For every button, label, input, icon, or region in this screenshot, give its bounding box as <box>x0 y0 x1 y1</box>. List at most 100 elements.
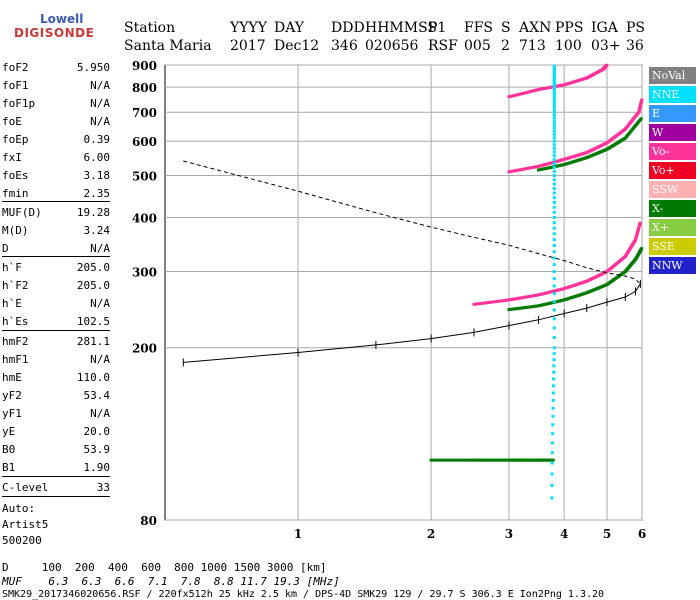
param-value: 53.4 <box>83 389 111 402</box>
legend-label: Vo- <box>652 145 670 158</box>
data-point <box>470 458 474 462</box>
data-point <box>552 200 556 204</box>
data-point <box>535 165 539 169</box>
param-row: h`F2 205.0 <box>2 279 110 293</box>
param-row: yF1 N/A <box>2 407 110 421</box>
data-point <box>503 298 507 302</box>
data-point <box>552 157 556 161</box>
legend-item-e: E <box>649 105 696 122</box>
data-point <box>498 299 502 303</box>
data-point <box>552 93 556 97</box>
legend-label: SSW <box>652 183 679 196</box>
data-point <box>517 168 521 172</box>
param-row: B1 1.90 <box>2 461 110 475</box>
data-point <box>442 458 446 462</box>
param-row: h`F 205.0 <box>2 261 110 275</box>
hdr-label-day: DAY <box>274 20 305 36</box>
legend-label: X- <box>652 202 664 215</box>
data-point <box>552 226 556 230</box>
legend-item-vo-minus: Vo- <box>649 143 696 160</box>
data-point <box>537 304 541 308</box>
data-point <box>551 384 555 388</box>
y-tick-label: 200 <box>132 342 157 356</box>
profile-dashed-curve <box>183 160 641 285</box>
data-point <box>552 146 556 150</box>
param-key: C-level <box>2 481 49 494</box>
data-point <box>552 182 556 186</box>
param-separator <box>2 496 110 497</box>
param-value: 205.0 <box>76 261 110 274</box>
data-point <box>521 306 525 310</box>
data-point <box>552 132 556 136</box>
data-point <box>552 99 556 103</box>
data-point <box>500 299 504 303</box>
data-point <box>488 458 492 462</box>
data-point <box>509 307 513 311</box>
data-point <box>476 302 480 306</box>
param-key: D <box>2 242 9 255</box>
data-point <box>533 165 537 169</box>
data-point <box>552 215 556 219</box>
data-point <box>496 299 500 303</box>
param-row: B0 53.9 <box>2 443 110 457</box>
param-key: MUF(D) <box>2 206 42 219</box>
data-point <box>605 63 609 67</box>
data-point <box>484 458 488 462</box>
data-point <box>552 161 556 165</box>
data-point <box>474 302 478 306</box>
data-point <box>529 89 533 93</box>
param-key: h`E <box>2 297 22 310</box>
data-point <box>640 98 644 102</box>
hdr-label-yyyy: YYYY <box>230 20 267 36</box>
param-value: 0.39 <box>83 133 111 146</box>
data-point <box>550 496 554 500</box>
data-point <box>532 165 536 169</box>
data-point <box>514 297 518 301</box>
data-point <box>526 166 530 170</box>
data-point <box>474 458 478 462</box>
y-tick-label: 500 <box>132 169 157 183</box>
data-point <box>509 169 513 173</box>
x-tick-label: 6 <box>638 527 646 541</box>
data-point <box>552 129 556 133</box>
legend-item-w: W <box>649 124 696 141</box>
data-point <box>530 166 534 170</box>
data-point <box>533 88 537 92</box>
x-tick-label: 5 <box>603 527 611 541</box>
logo-digisonde: DIGISONDE <box>14 26 95 40</box>
data-point <box>494 458 498 462</box>
hdr-value-iga: 03+ <box>591 38 621 54</box>
hdr-value-pps: 100 <box>555 38 582 54</box>
legend-item-x-minus: X- <box>649 200 696 217</box>
param-row: yF2 53.4 <box>2 389 110 403</box>
param-row: h`Es 102.5 <box>2 315 110 329</box>
data-point <box>530 89 534 93</box>
data-point <box>517 306 521 310</box>
data-point <box>512 307 516 311</box>
data-point <box>512 94 516 98</box>
param-key: B1 <box>2 461 16 474</box>
param-value: N/A <box>90 115 110 128</box>
data-point <box>452 458 456 462</box>
data-point <box>552 352 556 356</box>
data-point <box>434 458 438 462</box>
hdr-value-ffs: 005 <box>464 38 491 54</box>
param-key: h`Es <box>2 315 29 328</box>
param-row: foF1 N/A <box>2 79 110 93</box>
param-value: 2.35 <box>83 187 111 200</box>
data-point <box>449 458 453 462</box>
param-value: 6.00 <box>83 151 111 164</box>
data-point <box>552 370 556 374</box>
data-point <box>552 136 556 140</box>
hdr-value-s: 2 <box>501 38 510 54</box>
data-point <box>496 458 500 462</box>
data-point <box>519 306 523 310</box>
x-tick-label: 4 <box>560 527 568 541</box>
param-value: 205.0 <box>76 279 110 292</box>
data-point <box>524 167 528 171</box>
data-point <box>552 178 556 182</box>
data-point <box>492 300 496 304</box>
data-point <box>498 458 502 462</box>
footer-muf-row: MUF 6.3 6.3 6.6 7.1 7.8 8.8 11.7 19.3 [M… <box>2 575 340 588</box>
